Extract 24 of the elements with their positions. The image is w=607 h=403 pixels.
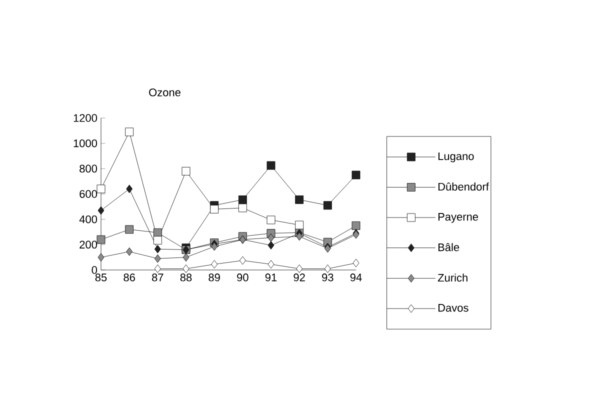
legend-label: Davos xyxy=(438,304,468,312)
y-tick-label: 600 xyxy=(80,190,98,198)
x-tick-label: 93 xyxy=(322,274,334,282)
legend-label: Bâle xyxy=(438,243,460,252)
x-tick-label: 91 xyxy=(265,274,277,282)
legend-label: Lugano xyxy=(438,152,474,162)
x-tick-label: 90 xyxy=(237,274,248,282)
x-tick-label: 88 xyxy=(180,274,192,282)
x-tick-label: 85 xyxy=(95,274,107,282)
x-tick-label: 86 xyxy=(124,274,135,282)
y-tick-label: 1000 xyxy=(74,139,98,148)
x-tick-label: 87 xyxy=(152,274,164,282)
y-tick-label: 1200 xyxy=(74,114,98,122)
legend-label: Dûbendorf xyxy=(438,182,489,191)
legend-label: Zurich xyxy=(438,274,468,282)
x-tick-label: 92 xyxy=(294,274,305,282)
x-tick-label: 89 xyxy=(208,274,220,282)
y-tick-label: 200 xyxy=(80,240,98,249)
x-tick-label: 94 xyxy=(350,274,362,282)
chart-title: Ozone xyxy=(149,88,180,96)
y-tick-label: 400 xyxy=(79,215,98,224)
y-tick-label: 800 xyxy=(80,164,98,173)
legend-label: Payerne xyxy=(438,213,478,223)
y-tick-label: 0 xyxy=(92,266,98,274)
